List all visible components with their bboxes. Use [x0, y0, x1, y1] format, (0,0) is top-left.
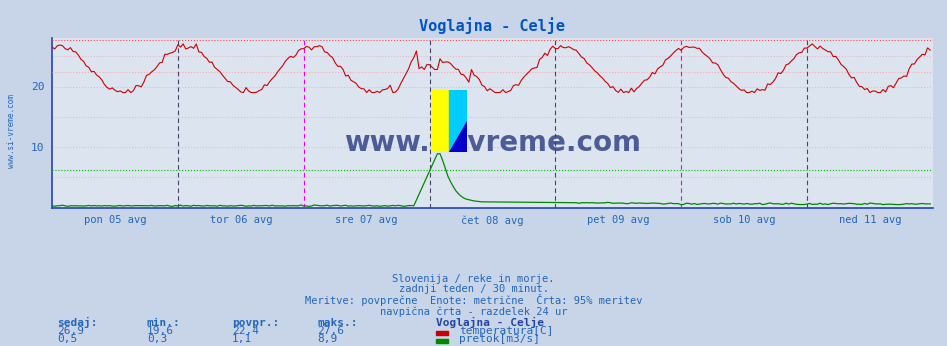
- Text: temperatura[C]: temperatura[C]: [459, 326, 554, 336]
- Text: 27,6: 27,6: [317, 326, 345, 336]
- Text: Meritve: povprečne  Enote: metrične  Črta: 95% meritev: Meritve: povprečne Enote: metrične Črta:…: [305, 294, 642, 307]
- Text: 8,9: 8,9: [317, 334, 337, 344]
- Title: Voglajna - Celje: Voglajna - Celje: [420, 17, 565, 34]
- Text: Slovenija / reke in morje.: Slovenija / reke in morje.: [392, 274, 555, 284]
- Text: 0,5: 0,5: [57, 334, 77, 344]
- Text: 0,3: 0,3: [147, 334, 167, 344]
- Text: povpr.:: povpr.:: [232, 318, 279, 328]
- Text: navpična črta - razdelek 24 ur: navpična črta - razdelek 24 ur: [380, 306, 567, 317]
- Text: zadnji teden / 30 minut.: zadnji teden / 30 minut.: [399, 284, 548, 294]
- Text: www.si-vreme.com: www.si-vreme.com: [344, 129, 641, 157]
- Text: 1,1: 1,1: [232, 334, 252, 344]
- Text: www.si-vreme.com: www.si-vreme.com: [7, 94, 16, 169]
- Text: 26,9: 26,9: [57, 326, 84, 336]
- Text: 19,6: 19,6: [147, 326, 174, 336]
- Text: pretok[m3/s]: pretok[m3/s]: [459, 334, 541, 344]
- Polygon shape: [449, 121, 467, 152]
- Bar: [431, 90, 449, 152]
- Text: 22,4: 22,4: [232, 326, 259, 336]
- Text: Voglajna - Celje: Voglajna - Celje: [436, 317, 544, 328]
- Bar: [449, 90, 467, 152]
- Text: sedaj:: sedaj:: [57, 317, 98, 328]
- Text: min.:: min.:: [147, 318, 181, 328]
- Text: maks.:: maks.:: [317, 318, 358, 328]
